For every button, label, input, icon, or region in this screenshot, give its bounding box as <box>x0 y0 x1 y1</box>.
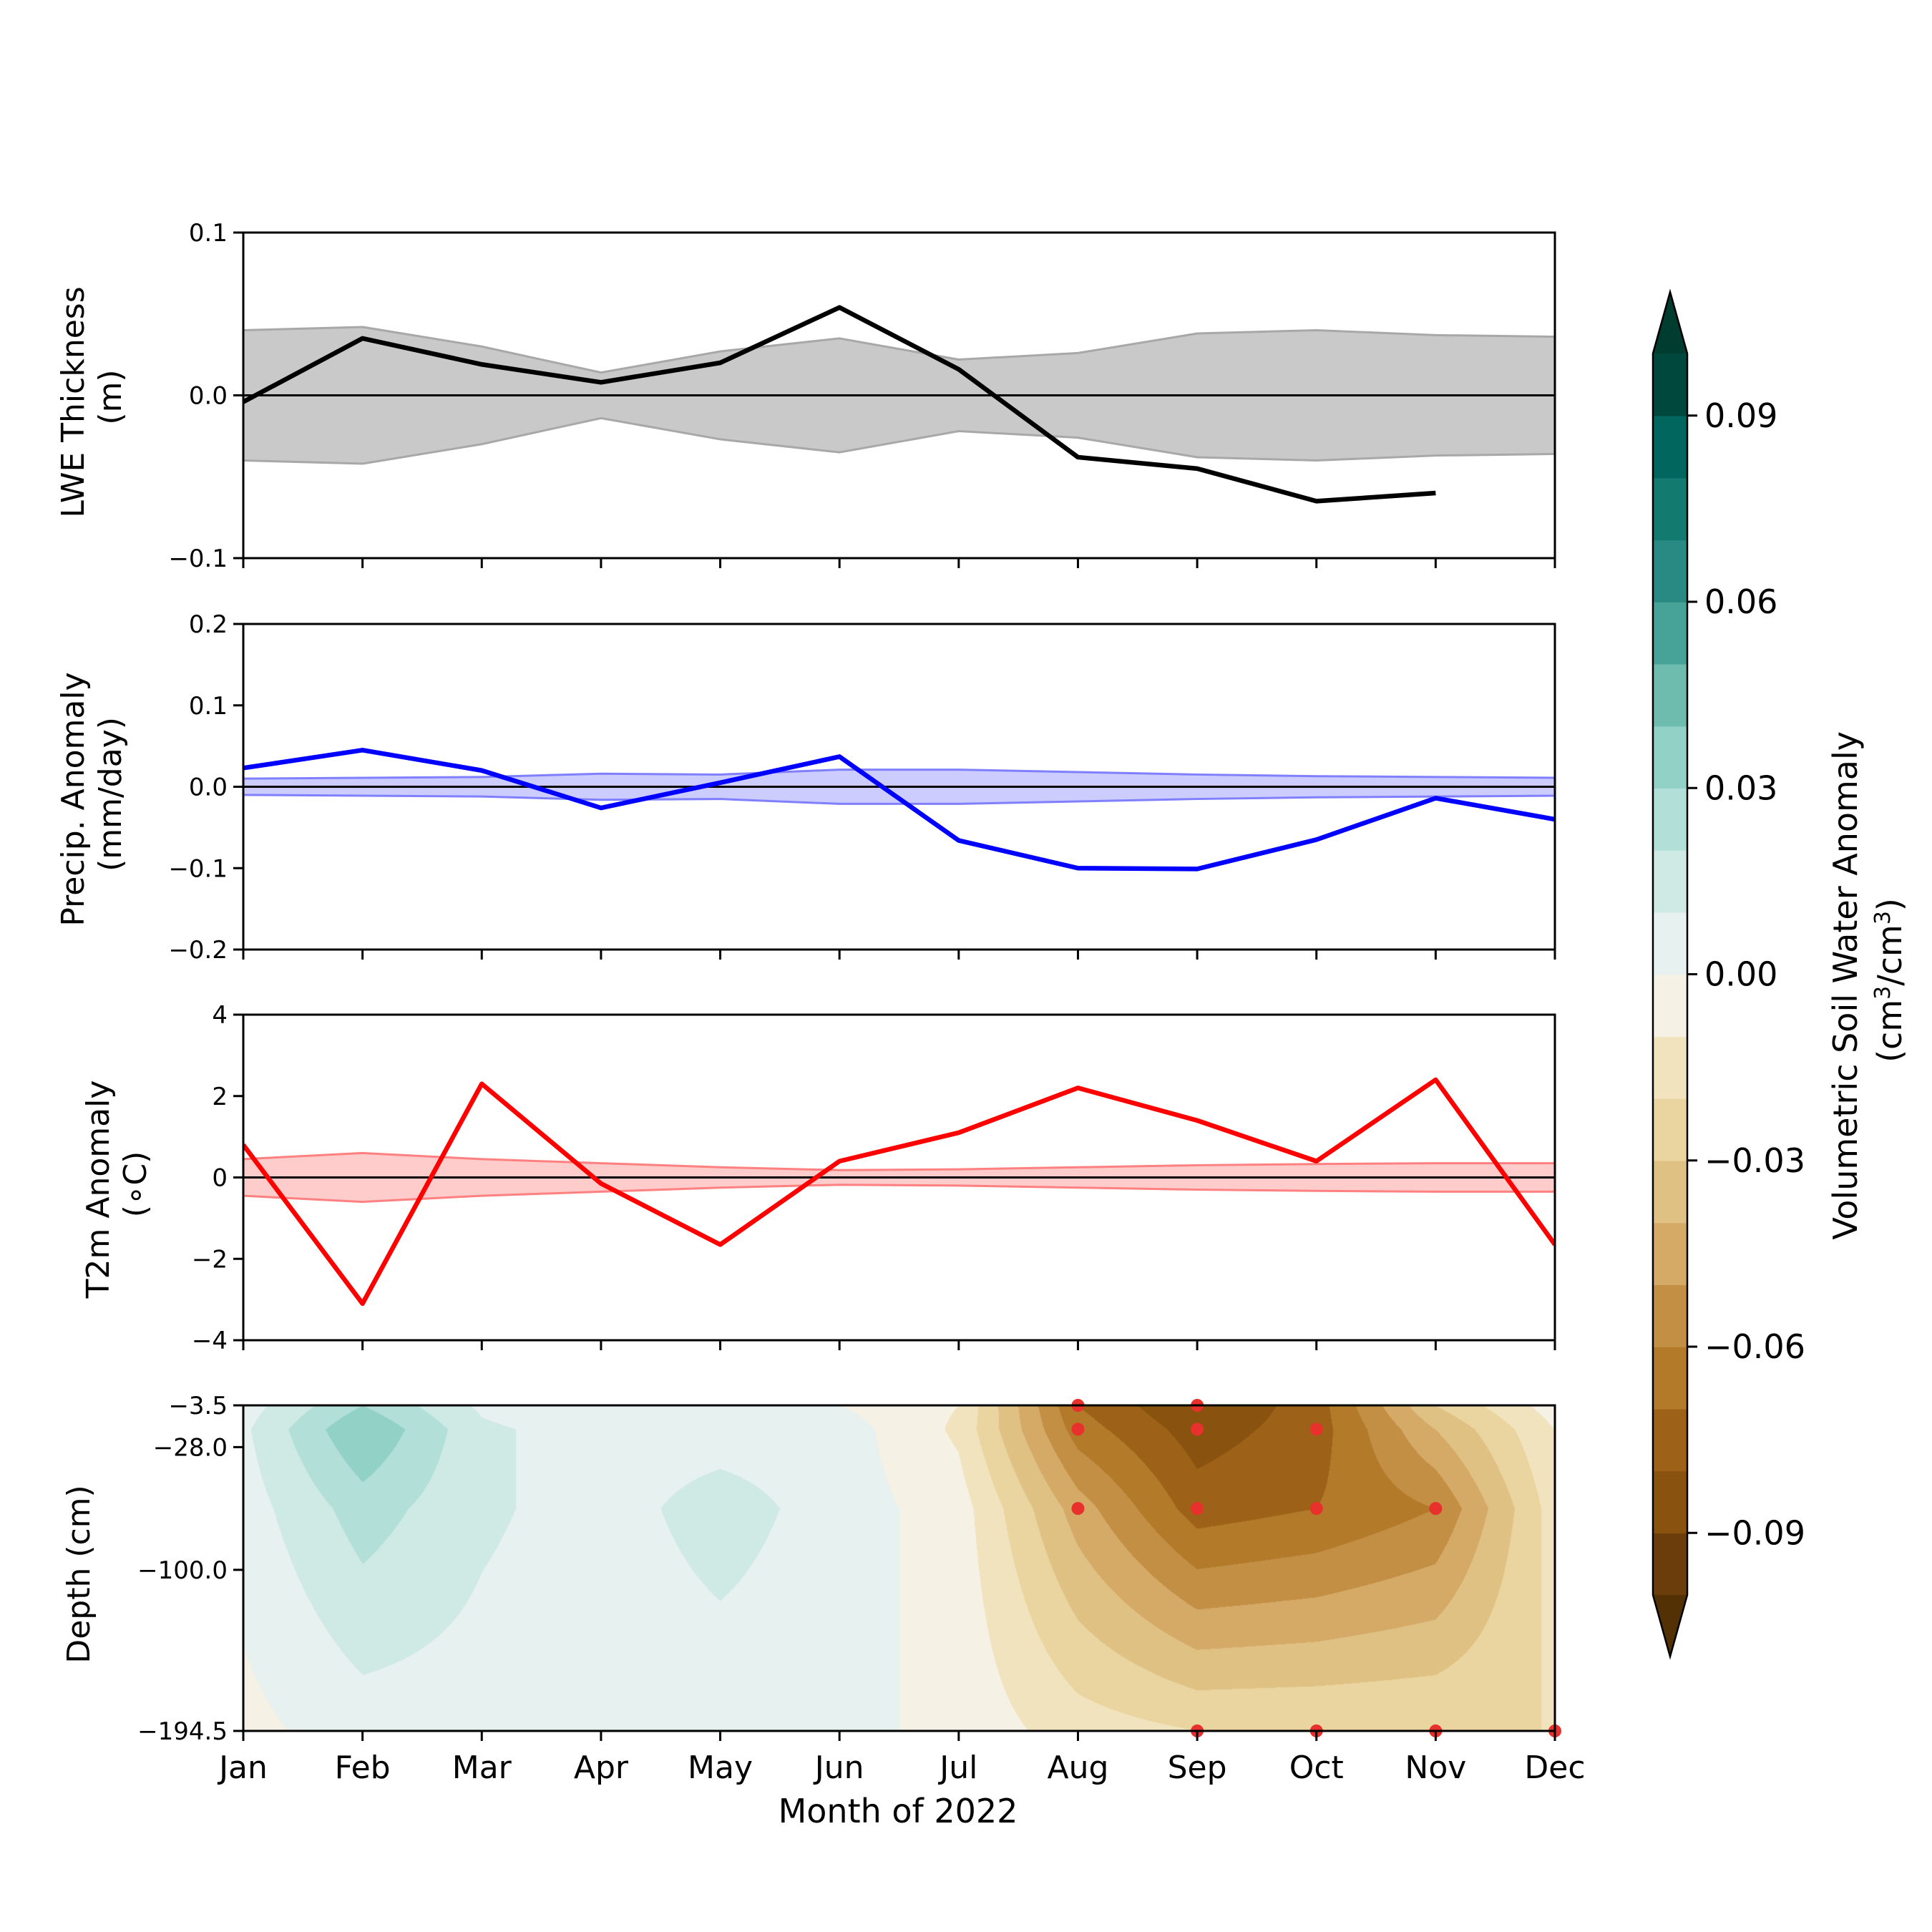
month-tick-labels: Jan Feb Mar Apr May Jun Jul Aug Sep Oct Nov Dec <box>217 1750 1585 1786</box>
significance-marker <box>1191 1502 1204 1516</box>
colorbar-outline <box>1652 288 1689 1660</box>
month-label: Dec <box>1524 1750 1585 1786</box>
colorbar-segment <box>1653 726 1687 789</box>
month-label: May <box>688 1750 753 1786</box>
month-label: Apr <box>574 1750 629 1786</box>
y-tick-label: −194.5 <box>137 1717 228 1746</box>
precip-panel: −0.2 −0.1 0.0 0.1 0.2 Precip. Anomaly (mm/da… <box>55 610 1556 965</box>
y-tick-label: 4 <box>212 1001 228 1030</box>
colorbar-segment <box>1653 912 1687 975</box>
colorbar-under-arrow <box>1653 1595 1687 1657</box>
lwe-panel: −0.1 0.0 0.1 LWE Thickness (m) <box>55 219 1556 573</box>
month-label: Sep <box>1168 1750 1227 1786</box>
colorbar-segment <box>1653 353 1687 416</box>
month-label: Oct <box>1289 1750 1344 1786</box>
y-tick-label: −100.0 <box>137 1556 228 1585</box>
t2m-plot-area <box>242 1013 1556 1342</box>
y-tick-label: 0 <box>212 1164 228 1193</box>
colorbar-segment <box>1653 1284 1687 1347</box>
precip-ylabel: Precip. Anomaly (mm/day) <box>55 662 129 926</box>
colorbar-tick-label: 0.03 <box>1704 769 1777 807</box>
month-label: Nov <box>1405 1750 1466 1786</box>
colorbar-segment <box>1653 1470 1687 1534</box>
y-tick-label: 0.0 <box>189 382 228 411</box>
significance-marker <box>1071 1502 1085 1516</box>
colorbar-segment <box>1653 974 1687 1038</box>
t2m-ticks: −4 −2 0 2 4 <box>192 1001 1556 1355</box>
y-tick-label: −0.1 <box>168 854 228 883</box>
y-tick-label: −2 <box>192 1245 228 1274</box>
y-tick-label: −3.5 <box>168 1392 228 1420</box>
colorbar-segment <box>1653 1036 1687 1099</box>
colorbar-over-arrow <box>1653 292 1687 353</box>
month-label: Jun <box>813 1750 864 1786</box>
y-tick-label: 0.0 <box>189 774 228 802</box>
significance-marker <box>1191 1423 1204 1436</box>
month-label: Aug <box>1047 1750 1108 1786</box>
colorbar-segment <box>1653 1160 1687 1224</box>
t2m-panel: −4 −2 0 2 4 T2m Anomaly (∘C) <box>80 1001 1556 1355</box>
colorbar-segment <box>1653 663 1687 727</box>
colorbar-ticks: −0.09 −0.06 −0.03 0.00 0.03 0.06 0.09 <box>1687 396 1805 1552</box>
colorbar-segment <box>1653 415 1687 479</box>
soil-ticks: −3.5 −28.0 −100.0 −194.5 <box>137 1392 1556 1746</box>
month-label: Feb <box>335 1750 391 1786</box>
soil-plot-area <box>242 1399 1561 1737</box>
colorbar-tick-label: −0.09 <box>1704 1513 1805 1552</box>
significance-marker <box>1309 1423 1323 1436</box>
y-tick-label: 0.2 <box>189 610 228 639</box>
y-tick-label: 0.1 <box>189 692 228 721</box>
colorbar-segment <box>1653 602 1687 665</box>
axes-frame <box>242 1404 1556 1732</box>
precip-ticks: −0.2 −0.1 0.0 0.1 0.2 <box>168 610 1556 965</box>
colorbar-segment <box>1653 1098 1687 1161</box>
colorbar-tick-label: 0.09 <box>1704 396 1777 435</box>
significance-marker <box>1429 1502 1443 1516</box>
anomaly-line <box>243 1077 1555 1307</box>
month-label: Jul <box>937 1750 977 1786</box>
colorbar-segment <box>1653 1408 1687 1472</box>
colorbar-body <box>1652 288 1689 1660</box>
lwe-plot-area <box>242 231 1556 560</box>
y-tick-label: 2 <box>212 1083 228 1111</box>
x-axis-title: Month of 2022 <box>779 1792 1018 1830</box>
lwe-ticks: −0.1 0.0 0.1 <box>168 219 1556 573</box>
colorbar-tick-label: 0.00 <box>1704 955 1777 994</box>
lwe-ylabel: LWE Thickness (m) <box>55 276 129 517</box>
colorbar-segment <box>1653 540 1687 602</box>
colorbar-tick-label: −0.03 <box>1704 1141 1805 1180</box>
soil-contour-field <box>243 1405 1555 1731</box>
significance-marker <box>1309 1502 1323 1516</box>
colorbar-segment <box>1653 1533 1687 1596</box>
colorbar-segment <box>1653 1347 1687 1410</box>
y-tick-label: −4 <box>192 1327 228 1355</box>
t2m-ylabel: T2m Anomaly (∘C) <box>80 1070 154 1299</box>
soil-ylabel: Depth (cm) <box>61 1485 97 1663</box>
colorbar-segment <box>1653 477 1687 541</box>
y-tick-label: −28.0 <box>153 1433 228 1462</box>
colorbar-segment <box>1653 788 1687 851</box>
significance-marker <box>1071 1423 1085 1436</box>
soil-panel: −3.5 −28.0 −100.0 −194.5 Depth (cm) <box>61 1392 1561 1746</box>
colorbar-tick-label: 0.06 <box>1704 582 1777 621</box>
colorbar-tick-label: −0.06 <box>1704 1327 1805 1366</box>
precip-plot-area <box>242 623 1556 951</box>
month-label: Mar <box>452 1750 512 1786</box>
y-tick-label: −0.2 <box>168 936 228 965</box>
colorbar-segment <box>1653 850 1687 913</box>
colorbar-segment <box>1653 1222 1687 1286</box>
colorbar: −0.09 −0.06 −0.03 0.00 0.03 0.06 0.09 Volumetr… <box>1652 288 1909 1660</box>
y-tick-label: 0.1 <box>189 219 228 248</box>
anomaly-line <box>243 748 1555 872</box>
month-label: Jan <box>217 1750 268 1786</box>
y-tick-label: −0.1 <box>168 545 228 573</box>
colorbar-title: Volumetric Soil Water Anomaly (cm3/cm3) <box>1826 721 1909 1239</box>
